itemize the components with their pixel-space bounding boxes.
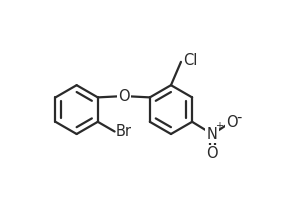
Text: N: N xyxy=(207,126,218,141)
Text: O: O xyxy=(206,146,218,161)
Text: O: O xyxy=(118,89,130,104)
Text: Br: Br xyxy=(116,124,132,139)
Text: O: O xyxy=(226,115,237,130)
Text: +: + xyxy=(215,121,223,131)
Text: -: - xyxy=(237,110,242,125)
Text: Cl: Cl xyxy=(183,53,198,68)
